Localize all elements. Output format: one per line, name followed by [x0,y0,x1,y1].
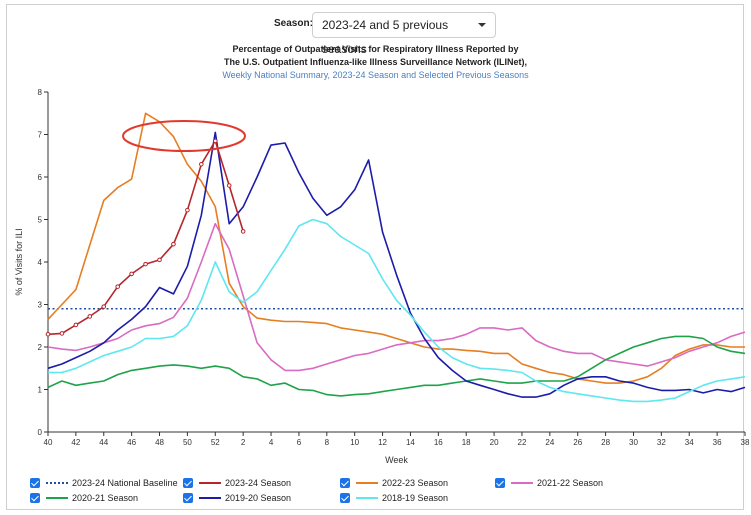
checkbox-checked-icon[interactable] [340,493,350,503]
chart-title-line2: The U.S. Outpatient Influenza-like Illne… [223,57,528,67]
chart-subtitle-link[interactable]: Weekly National Summary, 2023-24 Season … [222,70,529,80]
season-dropdown[interactable]: 2023-24 and 5 previous seasons [312,12,496,56]
legend-swatch [199,497,221,499]
legend-label: 2018-19 Season [382,493,449,503]
chevron-down-icon [478,23,486,27]
legend-label: 2023-24 Season [225,478,292,488]
legend-label: 2020-21 Season [72,493,139,503]
legend-swatch [511,482,533,484]
checkbox-checked-icon[interactable] [183,493,193,503]
legend-swatch [46,497,68,499]
checkbox-checked-icon[interactable] [183,478,193,488]
legend-swatch [199,482,221,484]
legend-swatch [46,482,68,484]
season-dropdown-value: 2023-24 and 5 previous seasons [322,18,449,56]
legend-label: 2019-20 Season [225,493,292,503]
season-selector-row: Season: 2023-24 and 5 previous seasons [0,12,751,56]
checkbox-checked-icon[interactable] [30,493,40,503]
chart-title-line1: Percentage of Outpatient Visits for Resp… [232,44,519,54]
checkbox-checked-icon[interactable] [495,478,505,488]
season-label: Season: [274,18,313,29]
legend-swatch [356,497,378,499]
checkbox-checked-icon[interactable] [30,478,40,488]
legend-label: 2021-22 Season [537,478,604,488]
checkbox-checked-icon[interactable] [340,478,350,488]
legend-swatch [356,482,378,484]
legend-label: 2023-24 National Baseline [72,478,178,488]
legend-label: 2022-23 Season [382,478,449,488]
